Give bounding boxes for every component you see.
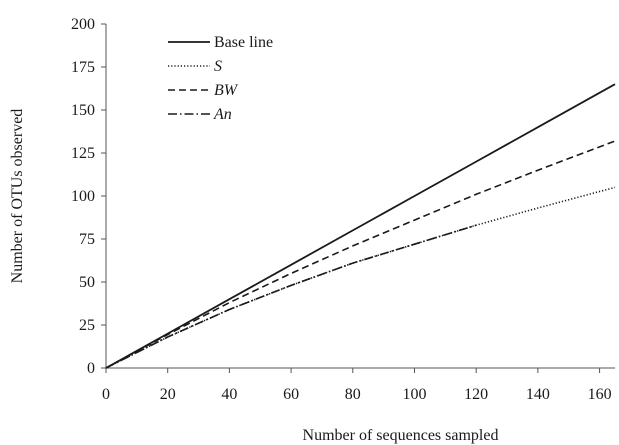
x-tick-label: 160 <box>588 386 612 403</box>
x-tick-label: 80 <box>345 386 361 403</box>
chart-ticks: 0 25 50 75 100 125 150 175 200 0 20 40 60 80 100 120 140… <box>71 16 612 403</box>
x-tick-label: 40 <box>221 386 237 403</box>
y-tick-label: 200 <box>71 16 95 33</box>
y-axis-label: Number of OTUs observed <box>9 109 26 284</box>
x-tick-label: 0 <box>102 386 110 403</box>
y-tick-label: 0 <box>87 360 95 377</box>
series-line-bw <box>105 140 616 369</box>
series-line-base-line <box>105 83 616 369</box>
legend-label: BW <box>214 82 239 99</box>
legend-label: An <box>213 106 232 123</box>
legend-label: S <box>214 58 222 75</box>
y-tick-label: 50 <box>79 274 95 291</box>
series-line-an <box>105 224 477 369</box>
chart-axes <box>105 24 615 369</box>
x-tick-label: 120 <box>464 386 488 403</box>
x-tick-label: 140 <box>526 386 550 403</box>
chart-series <box>105 83 616 369</box>
chart-legend: Base line S BW An <box>168 34 273 123</box>
x-tick-label: 20 <box>160 386 176 403</box>
y-tick-label: 100 <box>71 188 95 205</box>
legend-label: Base line <box>214 34 273 51</box>
x-tick-label: 100 <box>402 386 426 403</box>
x-tick-label: 60 <box>283 386 299 403</box>
y-tick-label: 25 <box>79 317 95 334</box>
series-line-s <box>105 186 616 369</box>
y-tick-label: 75 <box>79 231 95 248</box>
y-tick-label: 175 <box>71 59 95 76</box>
x-axis-label: Number of sequences sampled <box>303 427 499 444</box>
y-tick-label: 125 <box>71 145 95 162</box>
y-tick-label: 150 <box>71 102 95 119</box>
